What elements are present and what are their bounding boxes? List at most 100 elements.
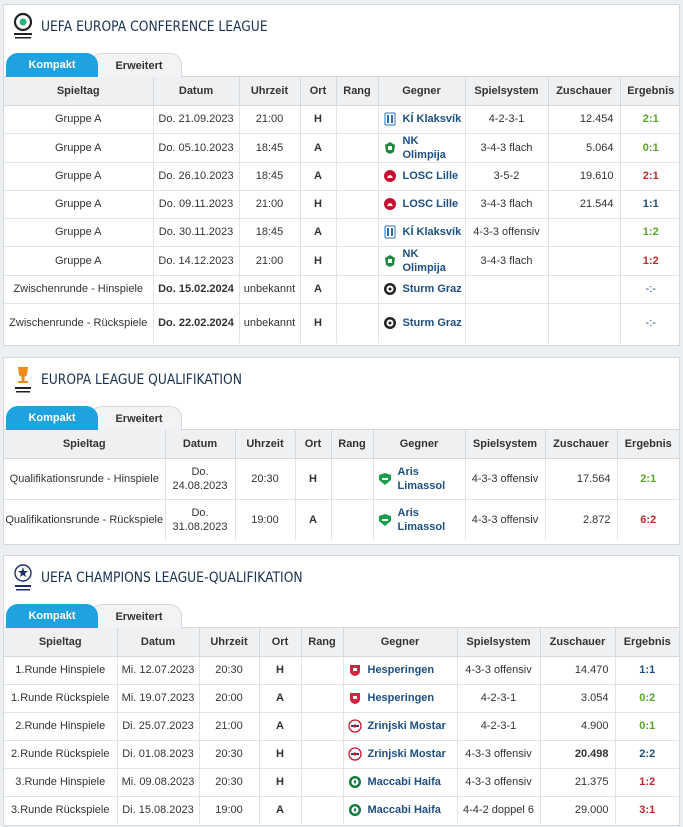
losc-lille-crest-icon[interactable] <box>383 169 397 183</box>
tab-extended[interactable]: Erweitert <box>90 53 182 77</box>
opponent-link[interactable]: LOSC Lille <box>379 197 465 211</box>
result-link[interactable]: 1:2 <box>642 254 659 267</box>
col-ort[interactable]: Ort <box>299 77 336 106</box>
col-datum[interactable]: Datum <box>164 430 235 459</box>
opponent-name[interactable]: Maccabi Haifa <box>367 776 441 788</box>
table-row: Gruppe A Do. 30.11.2023 18:45 A KÍ Klaksvík 4… <box>4 218 679 247</box>
opponent-link[interactable]: Aris Limassol <box>374 465 465 493</box>
opponent-name[interactable]: Aris Limassol <box>397 506 446 533</box>
opponent-name[interactable]: LOSC Lille <box>402 170 459 182</box>
result-link[interactable]: 1:2 <box>642 226 659 238</box>
col-ort[interactable]: Ort <box>258 628 301 657</box>
col-zuschauer[interactable]: Zuschauer <box>539 628 615 657</box>
opponent-link[interactable]: NK Olimpija <box>379 247 465 275</box>
cell-time: 20:30 <box>234 458 295 500</box>
opponent-name[interactable]: NK Olimpija <box>402 134 446 161</box>
col-rang[interactable]: Rang <box>300 628 343 657</box>
opponent-name[interactable]: Sturm Graz <box>402 283 462 295</box>
col-datum[interactable]: Datum <box>152 77 239 106</box>
zrinjski-mostar-crest-icon[interactable] <box>347 719 362 733</box>
tab-compact[interactable]: Kompakt <box>6 53 98 77</box>
opponent-name[interactable]: KÍ Klaksvík <box>402 226 462 238</box>
col-rang[interactable]: Rang <box>335 77 378 106</box>
opponent-name[interactable]: Hesperingen <box>367 664 435 676</box>
opponent-link[interactable]: Zrinjski Mostar <box>344 747 457 761</box>
opponent-name[interactable]: Sturm Graz <box>402 317 462 330</box>
opponent-name[interactable]: Zrinjski Mostar <box>367 720 446 732</box>
result-link[interactable]: -:- <box>645 283 656 295</box>
opponent-name[interactable]: KÍ Klaksvík <box>402 113 462 125</box>
maccabi-haifa-crest-icon[interactable] <box>348 803 362 817</box>
cell-system: 3-4-3 flach <box>464 246 548 276</box>
opponent-link[interactable]: Aris Limassol <box>374 506 465 534</box>
hesperingen-crest-icon[interactable] <box>348 691 362 705</box>
result-link[interactable]: 2:1 <box>640 472 657 485</box>
result-link[interactable]: 2:1 <box>642 170 659 182</box>
result-link[interactable]: 0:1 <box>639 720 656 732</box>
col-rang[interactable]: Rang <box>330 430 373 459</box>
col-ort[interactable]: Ort <box>294 430 331 459</box>
opponent-name[interactable]: LOSC Lille <box>402 198 459 210</box>
col-zuschauer[interactable]: Zuschauer <box>544 430 617 459</box>
aris-limassol-crest-icon[interactable] <box>378 513 392 527</box>
ki-klaksvik-crest-icon[interactable] <box>383 112 397 126</box>
col-gegner[interactable]: Gegner <box>372 430 465 459</box>
result-link[interactable]: 0:2 <box>639 692 656 704</box>
opponent-name[interactable]: Hesperingen <box>367 692 435 704</box>
col-spielsystem[interactable]: Spielsystem <box>456 628 540 657</box>
opponent-link[interactable]: Sturm Graz <box>379 282 465 296</box>
col-datum[interactable]: Datum <box>116 628 199 657</box>
col-ergebnis[interactable]: Ergebnis <box>619 77 679 106</box>
result-link[interactable]: 2:2 <box>639 748 656 760</box>
ki-klaksvik-crest-icon[interactable] <box>383 225 397 239</box>
col-spieltag[interactable]: Spieltag <box>4 430 165 459</box>
col-spieltag[interactable]: Spieltag <box>4 628 117 657</box>
col-uhrzeit[interactable]: Uhrzeit <box>238 77 300 106</box>
maccabi-haifa-crest-icon[interactable] <box>348 775 362 789</box>
col-uhrzeit[interactable]: Uhrzeit <box>234 430 295 459</box>
opponent-link[interactable]: KÍ Klaksvík <box>379 225 465 239</box>
opponent-link[interactable]: Maccabi Haifa <box>344 803 457 817</box>
col-spielsystem[interactable]: Spielsystem <box>464 430 545 459</box>
opponent-link[interactable]: Maccabi Haifa <box>344 775 457 789</box>
result-link[interactable]: 6:2 <box>640 513 657 526</box>
col-spieltag[interactable]: Spieltag <box>4 77 153 106</box>
col-ergebnis[interactable]: Ergebnis <box>616 430 679 459</box>
tab-compact[interactable]: Kompakt <box>6 604 98 628</box>
opponent-link[interactable]: Hesperingen <box>344 691 457 705</box>
opponent-link[interactable]: KÍ Klaksvík <box>379 112 465 126</box>
sturm-graz-crest-icon[interactable] <box>383 316 397 330</box>
tab-extended[interactable]: Erweitert <box>90 406 182 430</box>
aris-limassol-crest-icon[interactable] <box>378 472 392 486</box>
result-link[interactable]: 0:1 <box>642 141 659 154</box>
col-ergebnis[interactable]: Ergebnis <box>614 628 679 657</box>
sturm-graz-crest-icon[interactable] <box>383 282 397 296</box>
col-gegner[interactable]: Gegner <box>377 77 465 106</box>
tab-compact[interactable]: Kompakt <box>6 406 98 430</box>
col-zuschauer[interactable]: Zuschauer <box>547 77 620 106</box>
opponent-link[interactable]: Zrinjski Mostar <box>344 719 457 733</box>
col-spielsystem[interactable]: Spielsystem <box>464 77 548 106</box>
hesperingen-crest-icon[interactable] <box>348 663 362 677</box>
opponent-link[interactable]: Sturm Graz <box>379 316 465 330</box>
nk-olimpija-crest-icon[interactable] <box>383 254 397 268</box>
opponent-name[interactable]: Zrinjski Mostar <box>367 748 446 760</box>
opponent-link[interactable]: LOSC Lille <box>379 169 465 183</box>
opponent-name[interactable]: Maccabi Haifa <box>367 804 441 817</box>
zrinjski-mostar-crest-icon[interactable] <box>347 747 362 761</box>
opponent-name[interactable]: Aris Limassol <box>397 465 446 492</box>
opponent-link[interactable]: Hesperingen <box>344 663 457 677</box>
losc-lille-crest-icon[interactable] <box>383 197 397 211</box>
result-link[interactable]: 1:1 <box>639 664 656 676</box>
result-link[interactable]: 1:2 <box>639 776 656 788</box>
result-link[interactable]: 3:1 <box>639 804 656 817</box>
tab-extended[interactable]: Erweitert <box>90 604 182 628</box>
col-gegner[interactable]: Gegner <box>342 628 457 657</box>
result-link[interactable]: 1:1 <box>642 198 659 210</box>
opponent-name[interactable]: NK Olimpija <box>402 247 446 274</box>
opponent-link[interactable]: NK Olimpija <box>379 134 465 162</box>
result-link[interactable]: 2:1 <box>642 113 659 125</box>
col-uhrzeit[interactable]: Uhrzeit <box>198 628 259 657</box>
nk-olimpija-crest-icon[interactable] <box>383 141 397 155</box>
result-link[interactable]: -:- <box>645 317 656 330</box>
